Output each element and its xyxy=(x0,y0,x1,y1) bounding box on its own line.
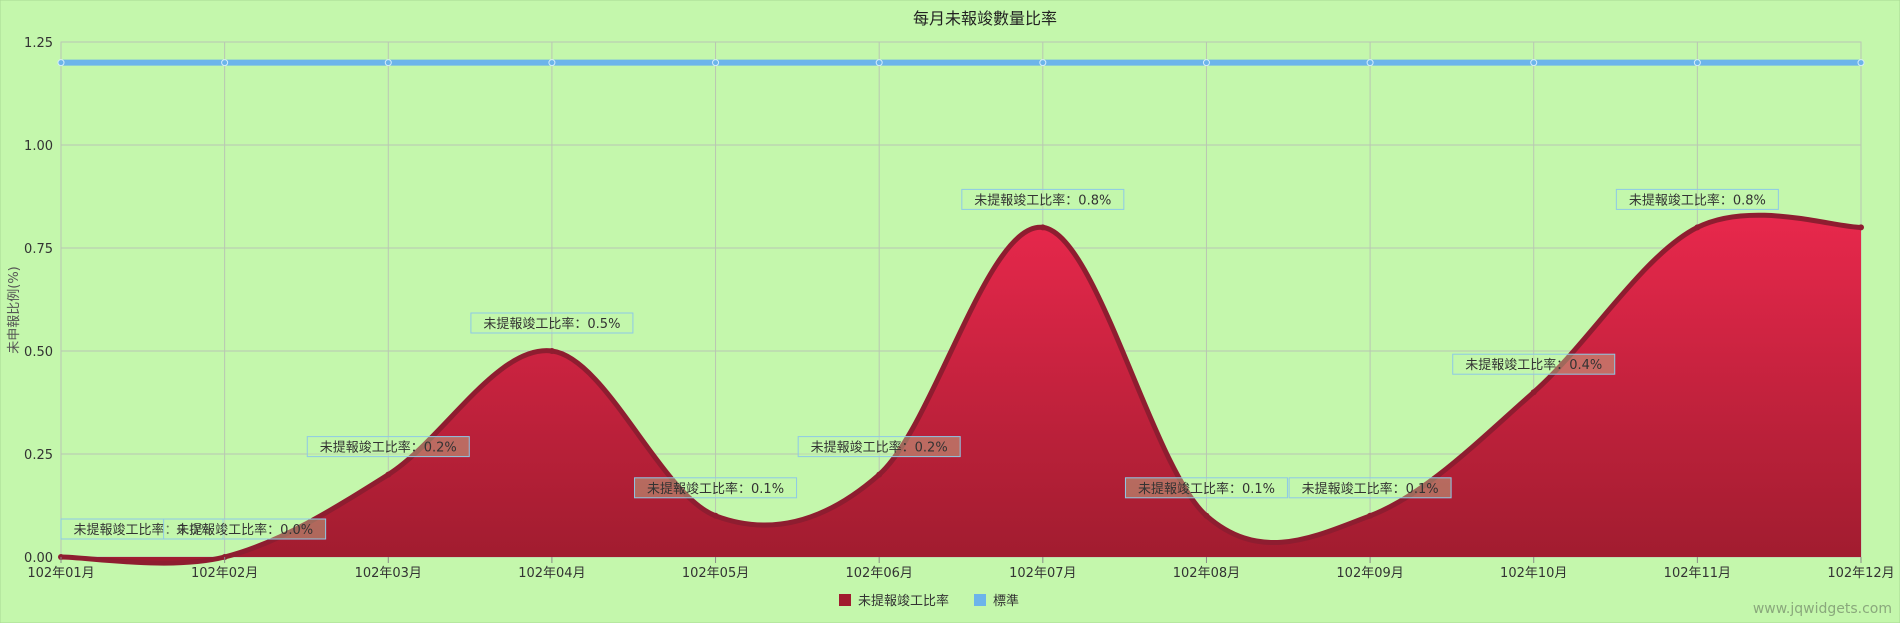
data-label: 未提報竣工比率：0.4% xyxy=(1452,353,1616,375)
data-label-box xyxy=(1288,477,1452,499)
data-label-text: 未提報竣工比率：0.8% xyxy=(974,192,1111,208)
data-label-text: 未提報竣工比率：0.2% xyxy=(320,440,457,456)
data-point-standard xyxy=(57,59,65,67)
data-point-ratio xyxy=(1203,512,1210,519)
series-area-ratio xyxy=(61,215,1861,564)
data-point-standard xyxy=(712,59,720,67)
data-label-text: 未提報竣工比率：0.2% xyxy=(811,440,948,456)
data-label-box xyxy=(60,518,224,540)
data-label-text: 未提報竣工比率：0.1% xyxy=(647,481,784,497)
data-label-box xyxy=(1124,477,1288,499)
y-tick-label: 0.25 xyxy=(24,448,53,463)
data-point-ratio xyxy=(1039,224,1046,231)
data-point-ratio xyxy=(876,471,883,478)
data-point-standard xyxy=(1202,59,1210,67)
data-label-text: 未提報竣工比率：0.8% xyxy=(1629,192,1766,208)
plot-area xyxy=(57,59,1865,566)
data-point-standard xyxy=(1366,59,1374,67)
watermark: www.jqwidgets.com xyxy=(1753,601,1892,617)
x-tick-label: 102年11月 xyxy=(1664,566,1731,581)
data-point-ratio xyxy=(548,348,555,354)
data-point-ratio xyxy=(1367,512,1374,519)
axes: 0.00 0.25 0.50 0.75 1.00 1.25 102年01月 102年02月 10… xyxy=(24,36,1895,581)
data-label-text: 未提報竣工比率：0.5% xyxy=(483,316,620,332)
legend-label-standard: 標準 xyxy=(993,593,1019,609)
y-tick-label: 0.75 xyxy=(24,242,53,257)
x-tick-label: 102年06月 xyxy=(846,566,913,581)
data-point-ratio xyxy=(1530,389,1537,396)
data-point-standard xyxy=(1693,59,1701,67)
chart-title: 每月未報竣數量比率 xyxy=(913,9,1057,28)
data-point-ratio xyxy=(385,471,392,478)
data-label: 未提報竣工比率：0.1% xyxy=(634,477,798,499)
data-label: 未提報竣工比率：0.5% xyxy=(470,312,634,334)
legend: 未提報竣工比率 標準 xyxy=(839,593,1019,609)
y-tick-label: 0.00 xyxy=(24,551,53,566)
data-point-ratio xyxy=(712,512,719,519)
y-tick-label: 1.25 xyxy=(24,36,53,51)
x-tick-label: 102年12月 xyxy=(1827,566,1894,581)
data-label: 未提報竣工比率：0.8% xyxy=(961,188,1125,210)
data-label-text: 未提報竣工比率：0.4% xyxy=(1465,357,1602,373)
data-label-box xyxy=(306,436,470,458)
data-point-ratio xyxy=(1858,224,1864,231)
x-tick-label: 102年03月 xyxy=(355,566,422,581)
data-label: 未提報竣工比率：0.0% xyxy=(163,518,327,540)
x-tick-label: 102年09月 xyxy=(1336,566,1403,581)
series-line-ratio xyxy=(60,212,1862,566)
data-label-box xyxy=(797,436,961,458)
data-point-standard xyxy=(548,59,556,67)
data-label-text: 未提報竣工比率：0.0% xyxy=(73,522,210,538)
x-tick-label: 102年07月 xyxy=(1009,566,1076,581)
x-tick-label: 102年10月 xyxy=(1500,566,1567,581)
data-label: 未提報竣工比率：0.2% xyxy=(797,436,961,458)
data-label-box xyxy=(470,312,634,334)
data-labels: 未提報竣工比率：0.0%未提報竣工比率：0.0% 未提報竣工比率：0.2% 未提報竣… xyxy=(60,188,1779,540)
x-tick-label: 102年02月 xyxy=(191,566,258,581)
data-point-standard xyxy=(384,59,392,67)
data-label-text: 未提報竣工比率：0.0% xyxy=(176,522,313,538)
data-label-box xyxy=(634,477,798,499)
x-tick-label: 102年05月 xyxy=(682,566,749,581)
y-tick-label: 0.50 xyxy=(24,345,53,360)
data-label: 未提報竣工比率：0.2% xyxy=(306,436,470,458)
data-point-standard xyxy=(1039,59,1047,67)
data-point-standard xyxy=(1857,59,1865,67)
data-label-text: 未提報竣工比率：0.1% xyxy=(1302,481,1439,497)
data-label: 未提報竣工比率：0.8% xyxy=(1615,188,1779,210)
x-tick-label: 102年08月 xyxy=(1173,566,1240,581)
data-label-box xyxy=(163,518,327,540)
data-label: 未提報竣工比率：0.1% xyxy=(1288,477,1452,499)
data-point-ratio xyxy=(1694,224,1701,231)
data-point-standard xyxy=(1530,59,1538,67)
data-label: 未提報竣工比率：0.1% xyxy=(1124,477,1288,499)
data-label-box xyxy=(1452,353,1616,375)
legend-label-ratio: 未提報竣工比率 xyxy=(858,593,949,609)
legend-swatch-standard xyxy=(974,594,986,606)
data-point-standard xyxy=(875,59,883,67)
legend-swatch-ratio xyxy=(839,594,851,606)
x-tick-label: 102年04月 xyxy=(518,566,585,581)
y-axis-label: 未申報比例(%) xyxy=(7,266,22,354)
data-label-box xyxy=(961,188,1125,210)
data-label-box xyxy=(1615,188,1779,210)
x-tick-label: 102年01月 xyxy=(27,566,94,581)
data-point-standard xyxy=(221,59,229,67)
y-tick-label: 1.00 xyxy=(24,139,53,154)
data-label: 未提報竣工比率：0.0% xyxy=(60,518,224,540)
data-label-text: 未提報竣工比率：0.1% xyxy=(1138,481,1275,497)
